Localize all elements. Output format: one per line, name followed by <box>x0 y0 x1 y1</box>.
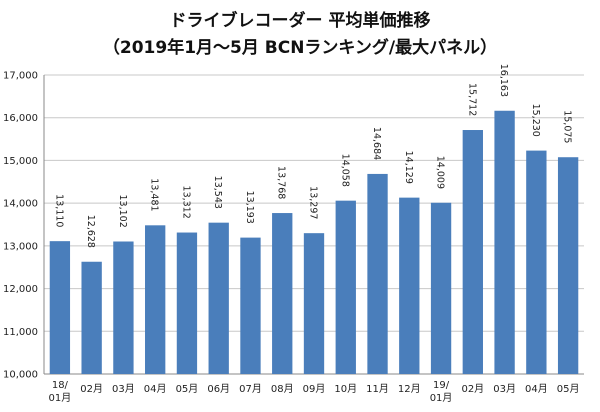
x-tick-label: 01月 <box>430 392 453 404</box>
data-label: 13,768 <box>276 166 287 199</box>
y-tick-label: 17,000 <box>3 71 38 82</box>
x-tick-label: 03月 <box>112 383 135 395</box>
bar <box>557 157 579 374</box>
bar <box>208 222 229 374</box>
bar <box>303 233 325 374</box>
x-axis-ticks: 18/01月 02月 03月 04月 05月 06月 07月 08月 09月 10月 11月 12月 1… <box>49 380 580 404</box>
x-tick-label: 19/ <box>433 380 450 391</box>
data-label: 15,712 <box>466 83 477 116</box>
x-tick-label: 05月 <box>176 383 199 395</box>
chart-subtitle: （2019年1月～5月 BCNランキング/最大パネル） <box>102 38 498 58</box>
data-label: 14,009 <box>435 156 446 189</box>
y-tick-label: 16,000 <box>3 113 38 124</box>
y-tick-label: 11,000 <box>3 327 38 338</box>
bar <box>335 200 356 374</box>
bar <box>113 241 134 374</box>
bar <box>399 197 420 374</box>
y-tick-label: 10,000 <box>3 370 38 381</box>
x-tick-label: 04月 <box>144 383 167 395</box>
x-tick-label: 09月 <box>303 383 326 395</box>
y-axis-ticks: 10,000 11,000 12,000 13,000 14,000 15,000 16,0… <box>3 71 38 381</box>
data-label: 16,163 <box>498 64 509 97</box>
data-label: 13,543 <box>212 176 223 209</box>
x-tick-label: 11月 <box>366 383 389 395</box>
x-tick-label: 12月 <box>398 383 421 395</box>
data-labels: 13,110 12,628 13,102 13,481 13,312 13,543 13,1… <box>53 64 572 248</box>
bar <box>430 202 452 374</box>
x-tick-label: 01月 <box>49 392 72 404</box>
bar <box>462 130 483 374</box>
x-tick-label: 06月 <box>207 383 230 395</box>
y-tick-label: 15,000 <box>3 156 38 167</box>
bar <box>240 237 261 374</box>
x-tick-label: 02月 <box>461 383 484 395</box>
bar <box>272 213 293 374</box>
data-label: 13,312 <box>180 186 191 219</box>
bar <box>145 225 166 374</box>
x-tick-label: 05月 <box>557 383 580 395</box>
bar <box>526 150 547 374</box>
x-tick-label: 10月 <box>334 383 357 395</box>
x-tick-label: 02月 <box>80 383 103 395</box>
data-label: 12,628 <box>85 215 96 248</box>
data-label: 13,297 <box>308 186 319 219</box>
y-tick-label: 14,000 <box>3 199 38 210</box>
y-tick-label: 13,000 <box>3 241 38 252</box>
x-tick-label: 04月 <box>525 383 548 395</box>
x-tick-label: 08月 <box>271 383 294 395</box>
y-tick-label: 12,000 <box>3 284 38 295</box>
bar <box>494 110 515 374</box>
data-label: 13,481 <box>149 178 160 211</box>
bars <box>49 110 579 374</box>
chart-title: ドライブレコーダー 平均単価推移 <box>169 11 431 31</box>
data-label: 13,193 <box>244 191 255 224</box>
x-tick-label: 07月 <box>239 383 262 395</box>
data-label: 15,075 <box>562 110 573 143</box>
bar <box>367 173 388 374</box>
x-tick-label: 03月 <box>493 383 516 395</box>
data-label: 15,230 <box>530 104 541 137</box>
data-label: 14,129 <box>403 151 414 184</box>
x-tick-label: 18/ <box>52 380 69 391</box>
data-label: 14,058 <box>339 154 350 187</box>
bar <box>176 232 198 374</box>
data-label: 14,684 <box>371 127 382 160</box>
bar <box>49 241 71 374</box>
bar <box>81 261 102 374</box>
data-label: 13,102 <box>117 195 128 228</box>
data-label: 13,110 <box>53 194 64 227</box>
